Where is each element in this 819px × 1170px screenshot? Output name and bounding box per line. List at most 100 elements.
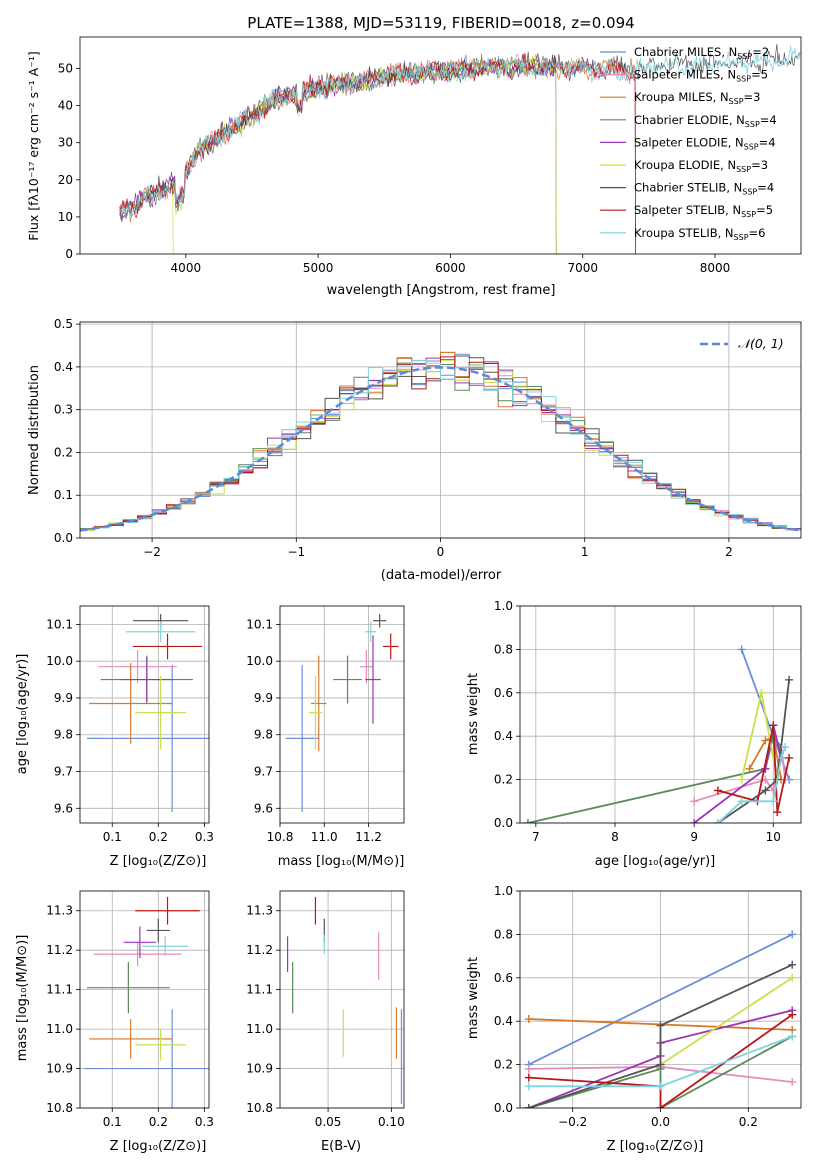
y-tick-label: 0.0	[494, 1101, 513, 1115]
y-tick-label: 0.8	[494, 927, 513, 941]
mass-weight-marker	[737, 775, 746, 784]
y-tick-label: 1.0	[494, 884, 513, 898]
x-tick-label: 9	[690, 830, 698, 844]
y-tick-label: 9.7	[254, 765, 273, 779]
residual-histogram	[80, 359, 801, 531]
spectrum-lines	[119, 44, 801, 254]
y-tick-label: 0.8	[494, 642, 513, 656]
x-tick-label: −0.2	[558, 1115, 587, 1129]
legend-label: Kroupa ELODIE, NSSP=3	[634, 158, 768, 174]
mass-weight-marker	[737, 797, 746, 806]
y-tick-label: 0.6	[494, 971, 513, 985]
mass-weight-marker	[788, 1077, 797, 1086]
ageZ-xlabel: Z [log₁₀(Z/Z⊙)]	[110, 854, 207, 869]
x-tick-label: 8	[611, 830, 619, 844]
mass-vs-Z-frame	[79, 890, 210, 1109]
y-tick-label: 10.9	[46, 1062, 73, 1076]
legend-label: Kroupa STELIB, NSSP=6	[634, 226, 765, 242]
x-tick-label: 0.1	[103, 1115, 122, 1129]
mass-weight-marker	[690, 797, 699, 806]
spectrum-legend: Chabrier MILES, NSSP=2 Salpeter MILES, NS…	[600, 45, 777, 242]
y-tick-label: 40	[58, 99, 73, 113]
y-tick-label: 20	[58, 173, 73, 187]
massEBV-xlabel: E(B-V)	[321, 1139, 361, 1154]
age-vs-Z-frame	[79, 605, 210, 824]
x-tick-label: 8000	[700, 261, 731, 275]
mass-weight-marker	[713, 819, 722, 823]
legend-label: Chabrier MILES, NSSP=2	[634, 45, 769, 61]
mass-weight-marker	[757, 688, 766, 697]
y-tick-label: 10.8	[246, 1101, 273, 1115]
mass-weight-marker	[788, 960, 797, 969]
legend-label: Salpeter ELODIE, NSSP=4	[634, 135, 776, 151]
legend-label: Salpeter STELIB, NSSP=5	[634, 203, 773, 219]
y-tick-label: 0.4	[54, 360, 73, 374]
mass-weight-vs-Z-lines	[524, 930, 797, 1108]
spectrum-series-line	[119, 53, 636, 254]
y-tick-label: 30	[58, 136, 73, 150]
x-tick-label: 11.2	[355, 830, 382, 844]
y-tick-label: 0.4	[494, 729, 513, 743]
mass-weight-marker	[524, 1073, 533, 1082]
x-tick-label: 0.05	[315, 1115, 342, 1129]
y-tick-label: 10.0	[246, 654, 273, 668]
spectrum-xlabel: wavelength [Angstrom, rest frame]	[327, 283, 556, 298]
mass-weight-line	[717, 679, 790, 823]
legend-label: Salpeter MILES, NSSP=5	[634, 68, 768, 84]
y-tick-label: 11.0	[46, 1022, 73, 1036]
y-tick-label: 10.0	[46, 654, 73, 668]
y-tick-label: 11.2	[246, 943, 273, 957]
mass-weight-marker	[761, 786, 770, 795]
y-tick-label: 0.0	[494, 816, 513, 830]
mass-weight-marker	[781, 743, 790, 752]
y-tick-label: 0.2	[494, 773, 513, 787]
x-tick-label: 0.10	[378, 1115, 405, 1129]
mass-weight-marker	[769, 721, 778, 730]
y-tick-label: 9.9	[254, 691, 273, 705]
spectrum-series-line	[119, 45, 801, 218]
y-tick-label: 0	[65, 247, 73, 261]
y-tick-label: 11.3	[46, 904, 73, 918]
mass-weight-marker	[524, 1104, 533, 1108]
mass-weight-line	[660, 977, 793, 1066]
mass-weight-marker	[713, 786, 722, 795]
x-tick-label: 5000	[303, 261, 334, 275]
mass-weight-marker	[656, 1104, 665, 1108]
x-tick-label: 0.3	[195, 1115, 214, 1129]
mass-vs-Z-axes: 0.1 0.2 0.3 10.8 10.9 11.0 11.1 11.2 11.3	[46, 891, 214, 1129]
massZ-ylabel: mass [log₁₀(M/M⊙)]	[15, 935, 30, 1062]
residuals-axes: −2 −1 0 1 2 0.0 0.1 0.2 0.3 0.4 0.5	[54, 317, 801, 559]
mass-weight-marker	[656, 1060, 665, 1069]
x-tick-label: 10	[766, 830, 781, 844]
age-vs-mass-axes: 10.8 11.0 11.2 9.6 9.7 9.8 9.9 10.0 10.1	[246, 606, 404, 844]
residuals-ylabel: Normed distribution	[27, 365, 42, 495]
y-tick-label: 9.8	[54, 728, 73, 742]
mass-weight-marker	[777, 753, 786, 762]
y-tick-label: 0.5	[54, 317, 73, 331]
mass-weight-marker	[656, 1021, 665, 1030]
y-tick-label: 0.4	[494, 1014, 513, 1028]
y-tick-label: 9.8	[254, 728, 273, 742]
x-tick-label: 2	[725, 545, 733, 559]
x-tick-label: 0.3	[195, 830, 214, 844]
x-tick-label: 4000	[171, 261, 202, 275]
y-tick-label: 9.9	[54, 691, 73, 705]
y-tick-label: 0.6	[494, 686, 513, 700]
y-tick-label: 0.3	[54, 403, 73, 417]
mass-weight-marker	[773, 808, 782, 817]
ageM-xlabel: mass [log₁₀(M/M⊙)]	[278, 854, 405, 869]
y-tick-label: 10	[58, 210, 73, 224]
y-tick-label: 10.8	[46, 1101, 73, 1115]
age-vs-mass-errorbars	[285, 614, 399, 812]
y-tick-label: 0.0	[54, 531, 73, 545]
mass-weight-marker	[788, 1032, 797, 1041]
y-tick-label: 9.7	[54, 765, 73, 779]
mwZ-xlabel: Z [log₁₀(Z/Z⊙)]	[607, 1139, 704, 1154]
mass-weight-line	[528, 933, 793, 1066]
y-tick-label: 9.6	[254, 801, 273, 815]
spectrum-frame	[79, 36, 802, 255]
mass-weight-marker	[737, 645, 746, 654]
y-tick-label: 0.2	[494, 1058, 513, 1072]
mass-weight-marker	[690, 819, 699, 823]
ageZ-ylabel: age [log₁₀(age/yr)]	[15, 654, 30, 775]
